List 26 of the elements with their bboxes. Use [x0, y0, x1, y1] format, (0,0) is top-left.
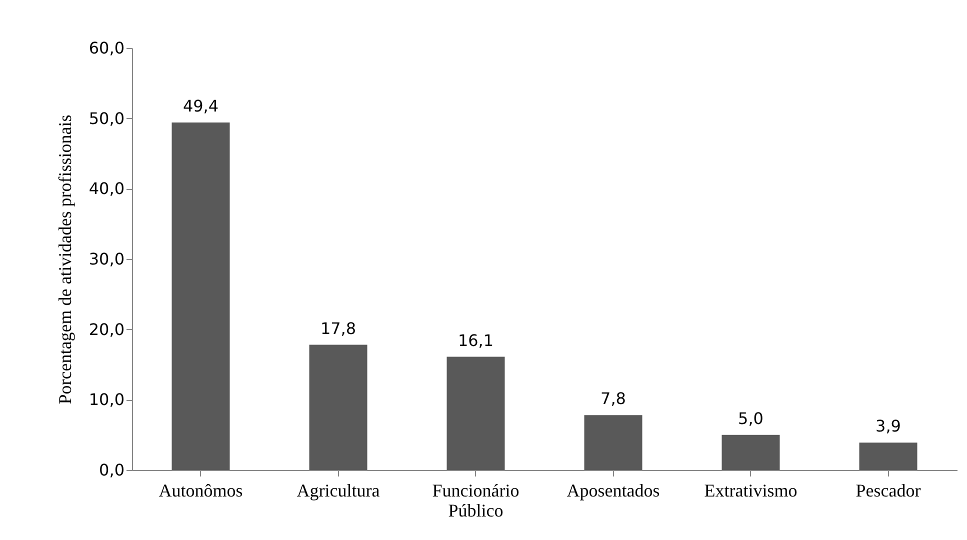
data-label: 17,8	[320, 318, 356, 338]
y-tick-label: 50,0	[88, 108, 124, 128]
x-tick-label: Agricultura	[296, 480, 380, 500]
x-tick-label: Aposentados	[566, 480, 660, 500]
y-tick-label: 60,0	[88, 38, 124, 58]
data-label: 16,1	[458, 330, 494, 350]
x-tick-label: Funcionário Público	[432, 480, 520, 520]
x-tick-label: Extrativismo	[704, 480, 798, 500]
y-axis-title: Porcentagem de atividades profissionais	[54, 114, 75, 404]
bar	[172, 122, 230, 470]
y-tick-label: 40,0	[88, 179, 124, 198]
y-tick-label: 0,0	[99, 460, 124, 480]
data-label: 49,4	[182, 96, 219, 116]
x-tick-label: Autonômos	[158, 480, 243, 500]
data-label: 5,0	[738, 408, 764, 428]
x-tick-label: Pescador	[856, 480, 921, 500]
bar	[309, 344, 368, 470]
data-label: 7,8	[600, 389, 626, 408]
bar	[722, 434, 780, 470]
data-label: 3,9	[876, 416, 901, 436]
bar	[446, 356, 505, 470]
bar	[584, 415, 642, 470]
bar	[859, 442, 918, 470]
y-tick-label: 10,0	[88, 390, 124, 410]
y-tick-label: 20,0	[88, 320, 124, 339]
y-tick-label: 30,0	[88, 250, 124, 268]
